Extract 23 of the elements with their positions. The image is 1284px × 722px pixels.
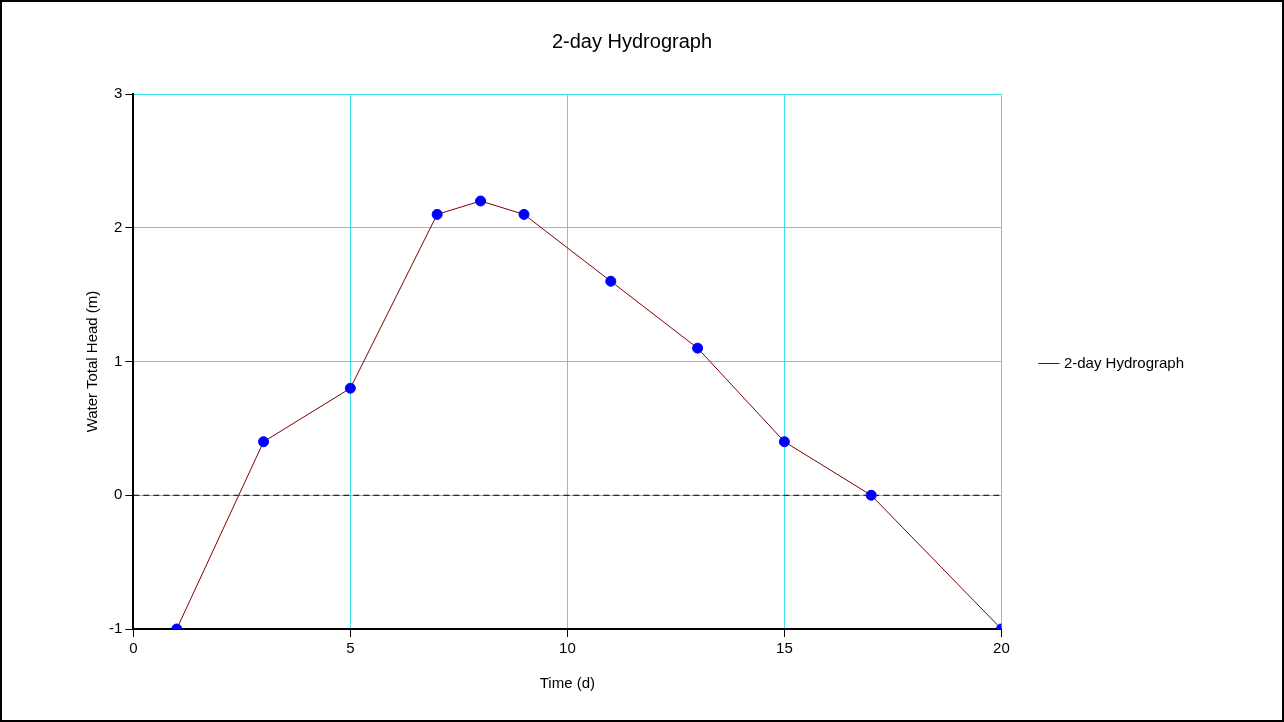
y-tick-label: 2 — [113, 217, 123, 235]
point — [692, 342, 704, 354]
x-tick-label: 15 — [776, 639, 793, 657]
x-tick-label: 5 — [346, 639, 355, 657]
chart-title: 2-day Hydrograph — [551, 29, 713, 52]
y-tick-label: -1 — [108, 619, 123, 637]
point — [344, 382, 356, 394]
x-tick-label: 20 — [993, 639, 1010, 657]
legend-label: 2-day Hydrograph — [1063, 353, 1185, 371]
x-tick-label: 0 — [129, 639, 138, 657]
y-tick-label: 0 — [113, 485, 123, 503]
point — [778, 436, 790, 448]
y-axis-title: Water Total Head (m) — [83, 290, 101, 433]
point — [605, 275, 617, 287]
point — [865, 489, 877, 501]
point — [258, 436, 270, 448]
point — [518, 208, 530, 220]
x-axis-title: Time (d) — [539, 674, 596, 692]
point — [475, 195, 487, 207]
y-tick-label: 3 — [113, 84, 123, 102]
x-tick-label: 10 — [559, 639, 576, 657]
point — [431, 208, 443, 220]
y-tick-label: 1 — [113, 351, 123, 369]
